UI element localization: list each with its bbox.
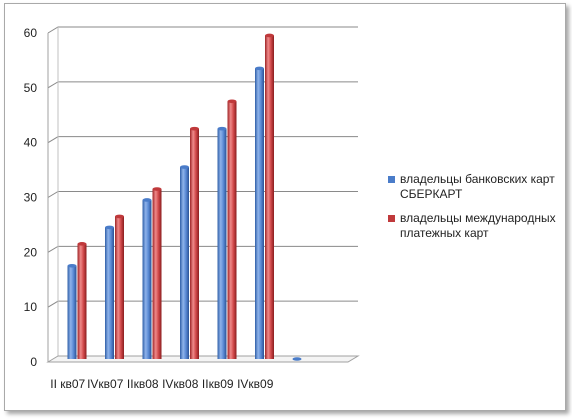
legend-label-international: владельцы международных платежных карт — [400, 211, 556, 240]
gridline — [47, 191, 358, 198]
bar-top-series0-cat2 — [142, 198, 152, 202]
gridline — [47, 245, 358, 253]
bar-series1-cat1 — [115, 216, 124, 359]
bar-top-series1-cat4 — [227, 99, 237, 104]
legend-item-international: владельцы международных платежных карт — [388, 211, 568, 241]
y-tick-label: 20 — [24, 245, 38, 259]
legend-swatch-blue — [388, 176, 395, 183]
bar-top-series0-cat5 — [255, 66, 264, 71]
bar-series0-cat5 — [255, 68, 264, 359]
gridline — [47, 136, 358, 144]
x-tick-label: IVкв07 — [87, 377, 124, 391]
legend-item-sberkart: владельцы банковских карт СБЕРКАРТ — [388, 172, 568, 202]
bar-top-series1-cat0 — [77, 242, 87, 246]
legend-swatch-red — [388, 215, 395, 222]
bar-top-series0-cat4 — [217, 126, 227, 131]
bar-series0-cat0 — [67, 265, 77, 359]
bar-series0-cat2 — [142, 199, 152, 359]
y-tick-label: 50 — [24, 81, 38, 95]
x-tick-label: IIкв09 — [202, 377, 234, 391]
bar-series1-cat4 — [227, 101, 237, 360]
legend-label-sberkart: владельцы банковских карт СБЕРКАРТ — [400, 172, 555, 201]
gridline — [47, 26, 358, 34]
bar-chart: 0 10 20 30 40 50 60 II кв07 IVкв07 IIкв08 IVкв08 II… — [24, 26, 360, 391]
y-tick-label: 0 — [30, 355, 37, 369]
bar-top-series0-cat3 — [180, 165, 189, 169]
y-tick-label: 60 — [24, 26, 38, 40]
bar-top-series1-cat1 — [115, 214, 124, 219]
bar-top-series1-cat5 — [265, 33, 274, 38]
bar-top-series0-cat6 — [292, 357, 302, 361]
bar-top-series0-cat0 — [67, 263, 77, 268]
bar-series0-cat4 — [217, 128, 227, 359]
chart-floor — [46, 355, 360, 363]
y-tick-label: 40 — [24, 136, 38, 150]
chart-legend: владельцы банковских карт СБЕРКАРТ владе… — [388, 172, 568, 250]
bar-series0-cat3 — [180, 167, 189, 359]
bar-series1-cat2 — [152, 189, 162, 359]
chart-frame: 0 10 20 30 40 50 60 II кв07 IVкв07 IIкв08 IVкв08 II… — [4, 3, 566, 411]
y-tick-label: 10 — [24, 300, 38, 314]
bar-top-series1-cat2 — [152, 187, 162, 191]
gridline — [47, 300, 358, 308]
y-tick-label: 30 — [24, 191, 38, 205]
bar-top-series0-cat1 — [105, 225, 114, 230]
x-tick-label: II кв07 — [50, 377, 85, 391]
x-tick-label: IVкв08 — [162, 377, 199, 391]
bar-series0-cat1 — [105, 227, 114, 359]
bar-top-series1-cat3 — [190, 126, 199, 131]
gridline — [47, 81, 358, 89]
x-tick-label: IIкв08 — [127, 377, 159, 391]
x-tick-label: IVкв09 — [237, 377, 274, 391]
bar-series1-cat0 — [77, 243, 87, 359]
bar-series1-cat3 — [190, 128, 199, 359]
bar-series1-cat5 — [265, 35, 274, 359]
